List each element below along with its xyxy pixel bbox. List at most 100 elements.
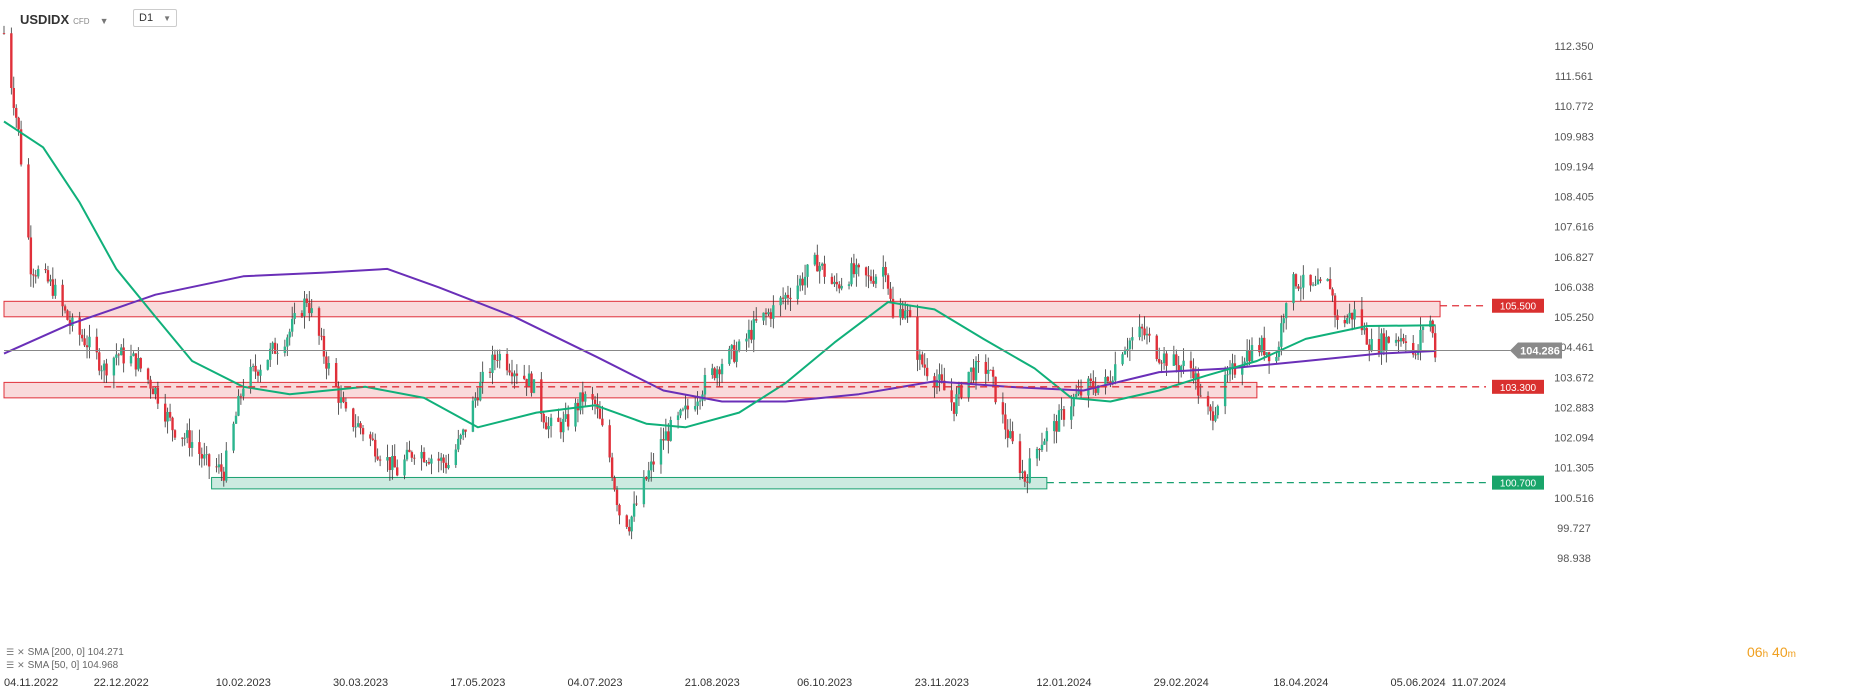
candle: [1346, 314, 1349, 325]
candle: [474, 392, 477, 408]
candle: [969, 367, 973, 384]
candle: [422, 447, 426, 464]
candle-body: [801, 278, 804, 286]
candle-body: [728, 348, 731, 364]
candle: [1299, 275, 1303, 301]
legend-sma50-label: SMA [50, 0] 104.968: [27, 660, 119, 671]
x-tick-label: 21.08.2023: [685, 677, 740, 689]
close-icon[interactable]: ✕: [17, 660, 25, 670]
candle-body: [925, 367, 929, 377]
candle: [820, 262, 824, 270]
candle: [921, 351, 924, 368]
candle-body: [713, 368, 716, 379]
candle: [286, 334, 289, 357]
candle: [300, 310, 304, 318]
candle: [203, 442, 206, 466]
candle-body: [139, 357, 142, 369]
candle: [32, 268, 35, 288]
candle-body: [1328, 279, 1332, 290]
x-tick-label: 30.03.2023: [333, 677, 388, 689]
candle: [1309, 274, 1312, 292]
candle-body: [755, 319, 758, 321]
candle: [769, 308, 773, 328]
candle: [266, 359, 269, 371]
candle: [471, 396, 475, 433]
candle-body: [459, 435, 462, 439]
candle-body: [1011, 431, 1014, 442]
candle-body: [1106, 376, 1110, 382]
candle-body: [1411, 343, 1415, 355]
candle-body: [872, 280, 875, 284]
y-tick-label: 101.305: [1554, 463, 1594, 475]
candle: [852, 253, 856, 278]
candle-body: [288, 331, 291, 338]
candle-body: [820, 263, 824, 266]
candle: [1363, 322, 1366, 335]
candle-body: [1179, 366, 1183, 372]
candle: [713, 366, 716, 381]
candle: [447, 453, 450, 470]
candle-body: [1297, 286, 1300, 289]
candle: [991, 366, 995, 387]
candle: [669, 416, 672, 442]
level-label-bg: [1492, 379, 1544, 394]
symbol-selector[interactable]: USDIDX CFD ▼: [20, 12, 109, 27]
settings-icon[interactable]: ☰: [6, 647, 15, 657]
candle: [784, 292, 787, 310]
candle: [955, 386, 958, 417]
candle-body: [1172, 354, 1176, 366]
candle-body: [679, 409, 682, 416]
candle: [1160, 360, 1163, 374]
candle-body: [1360, 309, 1364, 331]
candle: [547, 416, 550, 439]
candle: [801, 272, 804, 291]
countdown-hours: 06: [1747, 644, 1763, 660]
last-price-text: 104.286: [1520, 345, 1560, 357]
timeframe-selector[interactable]: D1 ▼: [133, 9, 177, 27]
candle-body: [830, 276, 834, 284]
candle-body: [369, 434, 372, 439]
candle-body: [1045, 431, 1049, 442]
candle-body: [813, 254, 817, 265]
candle: [764, 308, 768, 326]
candle: [684, 395, 687, 420]
candle: [1328, 267, 1332, 290]
candle-body: [342, 397, 345, 403]
candle: [632, 491, 636, 522]
candle: [102, 360, 106, 383]
candle-body: [461, 429, 465, 436]
y-tick-label: 110.772: [1555, 101, 1594, 113]
candle: [457, 429, 460, 453]
y-tick-label: 111.561: [1555, 71, 1593, 83]
candle-body: [508, 370, 511, 373]
y-tick-label: 103.672: [1554, 372, 1594, 384]
x-tick-label: 17.05.2023: [450, 677, 505, 689]
settings-icon[interactable]: ☰: [6, 660, 15, 670]
candle-body: [12, 87, 15, 108]
candle: [855, 258, 858, 287]
candle-body: [1094, 388, 1097, 393]
candle-body: [356, 423, 360, 427]
candle-body: [940, 374, 944, 381]
candle: [972, 359, 975, 384]
candle: [251, 363, 255, 372]
candle: [217, 454, 221, 474]
close-icon[interactable]: ✕: [17, 647, 25, 657]
candle: [659, 427, 663, 474]
candle: [51, 267, 55, 299]
candle: [163, 393, 167, 428]
candle-body: [149, 379, 152, 389]
candle-body: [994, 376, 997, 403]
candle: [1399, 328, 1403, 347]
candle-body: [188, 430, 191, 448]
candle-body: [354, 426, 357, 428]
candle-body: [1209, 406, 1212, 412]
candle: [1018, 433, 1022, 480]
candle-body: [49, 279, 52, 282]
candle-body: [273, 342, 277, 354]
candle: [430, 454, 433, 475]
y-tick-label: 107.616: [1554, 222, 1594, 234]
candle-body: [239, 395, 243, 397]
